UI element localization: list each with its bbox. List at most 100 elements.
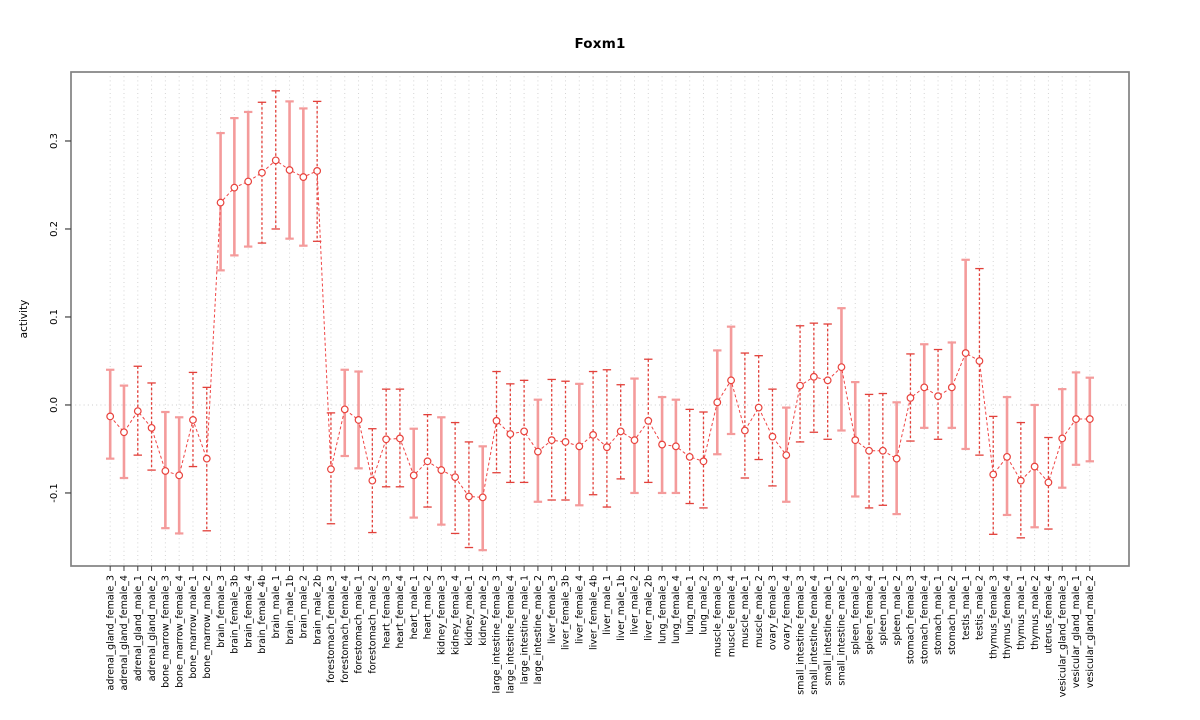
x-tick-label: lung_male_2 (699, 575, 710, 635)
data-point (920, 383, 929, 392)
x-tick-label: small_intestine_female_4 (809, 575, 820, 695)
data-point (602, 443, 611, 452)
data-point (492, 416, 501, 425)
x-tick-label: forestomach_male_2 (368, 575, 379, 674)
data-point (616, 427, 625, 436)
x-tick-label: bone_marrow_male_2 (202, 575, 213, 679)
x-tick-label: ovary_female_3 (768, 575, 779, 650)
x-tick-label: kidney_male_2 (478, 575, 489, 646)
x-tick-label: liver_male_1 (602, 575, 613, 635)
data-point (851, 436, 860, 445)
data-point (133, 407, 142, 416)
data-point (147, 423, 156, 432)
data-point (409, 471, 418, 480)
y-tick-label: 0.2 (49, 221, 60, 237)
x-tick-label: small_intestine_female_3 (795, 575, 806, 695)
data-point (561, 438, 570, 446)
data-point (809, 372, 818, 381)
x-tick-label: heart_male_2 (423, 575, 434, 639)
data-point (161, 467, 170, 475)
x-tick-label: heart_female_4 (395, 575, 406, 649)
data-point (1030, 462, 1039, 471)
data-point (506, 430, 515, 438)
x-tick-label: heart_female_3 (381, 575, 392, 649)
data-point (961, 349, 970, 357)
data-point (451, 473, 460, 482)
x-tick-label: liver_female_3b (561, 575, 572, 650)
x-tick-label: large_intestine_female_3 (492, 575, 503, 694)
y-tick-label: -0.1 (49, 483, 60, 503)
x-tick-label: small_intestine_male_2 (837, 575, 848, 686)
data-point (934, 392, 942, 401)
data-point (754, 403, 763, 412)
x-tick-label: vesicular_gland_female_3 (1057, 575, 1068, 697)
data-point (892, 454, 901, 463)
x-tick-label: liver_female_4 (575, 575, 586, 644)
data-point (465, 492, 473, 501)
data-point (106, 412, 115, 421)
x-tick-label: muscle_male_1 (740, 575, 751, 648)
x-tick-label: spleen_male_1 (878, 575, 889, 645)
data-point (327, 465, 335, 474)
x-tick-label: spleen_female_4 (864, 575, 875, 655)
data-point (630, 436, 639, 445)
x-tick-label: large_intestine_male_1 (519, 575, 530, 684)
data-point (589, 430, 598, 439)
data-point (120, 428, 128, 437)
x-tick-label: bone_marrow_female_3 (161, 575, 172, 688)
x-tick-label: spleen_female_3 (850, 575, 861, 655)
data-point (906, 394, 915, 402)
plot-border (70, 71, 1130, 567)
x-tick-label: stomach_female_3 (906, 575, 917, 664)
data-point (1003, 452, 1011, 461)
x-tick-label: brain_male_1b (285, 575, 296, 645)
data-point (727, 376, 735, 385)
data-point (382, 435, 391, 444)
x-tick-label: adrenal_gland_male_2 (147, 575, 158, 681)
data-point (823, 376, 832, 385)
x-tick-label: thymus_male_1 (1016, 575, 1027, 650)
x-tick-label: spleen_male_2 (892, 575, 903, 645)
x-tick-label: brain_male_2 (299, 575, 310, 639)
x-tick-label: thymus_female_3 (988, 575, 999, 659)
data-point (699, 457, 708, 466)
y-tick-label: 0.0 (49, 397, 60, 413)
data-point (175, 471, 184, 480)
x-tick-label: stomach_female_4 (919, 575, 930, 664)
x-tick-label: kidney_female_4 (450, 575, 461, 655)
data-point (796, 381, 804, 390)
x-tick-label: kidney_male_1 (464, 575, 475, 646)
data-point (230, 183, 239, 192)
data-point (837, 363, 846, 372)
x-tick-label: testis_male_1 (961, 575, 972, 640)
data-point (534, 447, 542, 456)
chart-title: Foxm1 (574, 36, 626, 52)
x-tick-label: heart_male_1 (409, 575, 420, 639)
x-tick-label: stomach_male_2 (947, 575, 958, 655)
x-tick-label: brain_female_4b (257, 575, 268, 654)
x-tick-label: stomach_male_1 (933, 575, 944, 655)
x-tick-label: adrenal_gland_female_3 (105, 575, 116, 690)
x-tick-label: muscle_female_4 (726, 575, 737, 657)
data-point (299, 173, 308, 181)
x-tick-label: large_intestine_female_4 (506, 575, 517, 694)
x-tick-label: forestomach_female_3 (326, 575, 337, 683)
data-point (189, 416, 197, 424)
x-tick-label: brain_female_3b (230, 575, 241, 654)
data-point (368, 476, 377, 485)
y-tick-label: 0.3 (49, 133, 60, 149)
x-tick-label: ovary_female_4 (781, 575, 792, 650)
x-tick-label: adrenal_gland_male_1 (133, 575, 144, 681)
x-tick-label: forestomach_female_4 (340, 575, 351, 683)
x-tick-label: muscle_male_2 (754, 575, 765, 648)
x-tick-label: liver_male_2 (630, 575, 641, 635)
data-point (671, 442, 680, 451)
data-point (1044, 478, 1053, 487)
data-point (437, 466, 446, 474)
data-point (271, 156, 280, 165)
x-tick-label: brain_female_3 (216, 575, 227, 648)
x-tick-label: brain_male_1 (271, 575, 282, 639)
data-point (989, 470, 998, 479)
